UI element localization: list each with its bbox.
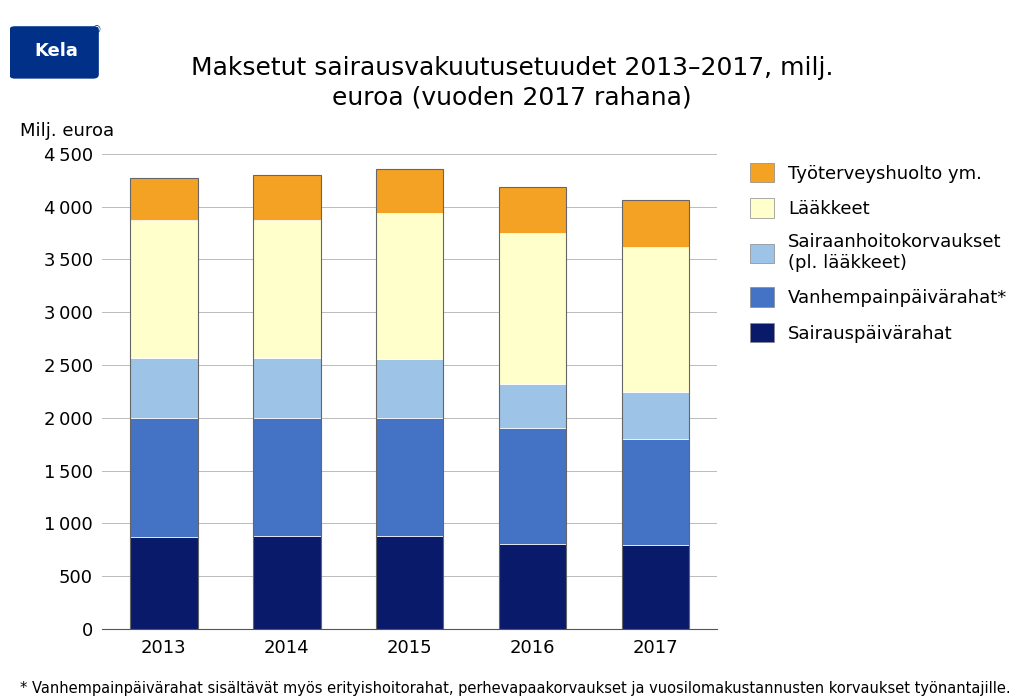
Bar (376, 168, 443, 629)
Bar (622, 545, 689, 629)
Text: Maksetut sairausvakuutusetuudet 2013–2017, milj.
euroa (vuoden 2017 rahana): Maksetut sairausvakuutusetuudet 2013–201… (190, 56, 834, 110)
Bar (253, 358, 321, 418)
Bar (622, 439, 689, 545)
Bar (376, 359, 443, 418)
Bar (130, 178, 198, 629)
Text: * Vanhempainpäivärahat sisältävät myös erityishoitorahat, perhevapaakorvaukset j: * Vanhempainpäivärahat sisältävät myös e… (20, 681, 1011, 696)
Bar (499, 187, 566, 233)
Bar (130, 358, 198, 418)
Bar (376, 213, 443, 359)
FancyBboxPatch shape (10, 27, 97, 78)
Bar (622, 200, 689, 247)
Bar (253, 175, 321, 629)
Bar (499, 544, 566, 629)
Bar (130, 220, 198, 358)
Bar (253, 536, 321, 629)
Bar (376, 536, 443, 629)
Bar (499, 233, 566, 384)
Bar (622, 247, 689, 393)
Bar (499, 428, 566, 544)
Bar (130, 538, 198, 629)
Text: Milj. euroa: Milj. euroa (20, 122, 115, 140)
Bar (376, 168, 443, 213)
Bar (130, 418, 198, 538)
Bar (253, 418, 321, 536)
Bar (499, 384, 566, 428)
Bar (622, 200, 689, 629)
Text: Kela: Kela (35, 42, 78, 60)
Text: ®: ® (91, 24, 101, 35)
Legend: Työterveyshuolto ym., Lääkkeet, Sairaanhoitokorvaukset
(pl. lääkkeet), Vanhempai: Työterveyshuolto ym., Lääkkeet, Sairaanh… (751, 163, 1008, 343)
Bar (130, 178, 198, 220)
Bar (376, 418, 443, 536)
Bar (253, 175, 321, 220)
Bar (622, 393, 689, 439)
Bar (253, 220, 321, 358)
Bar (499, 187, 566, 629)
